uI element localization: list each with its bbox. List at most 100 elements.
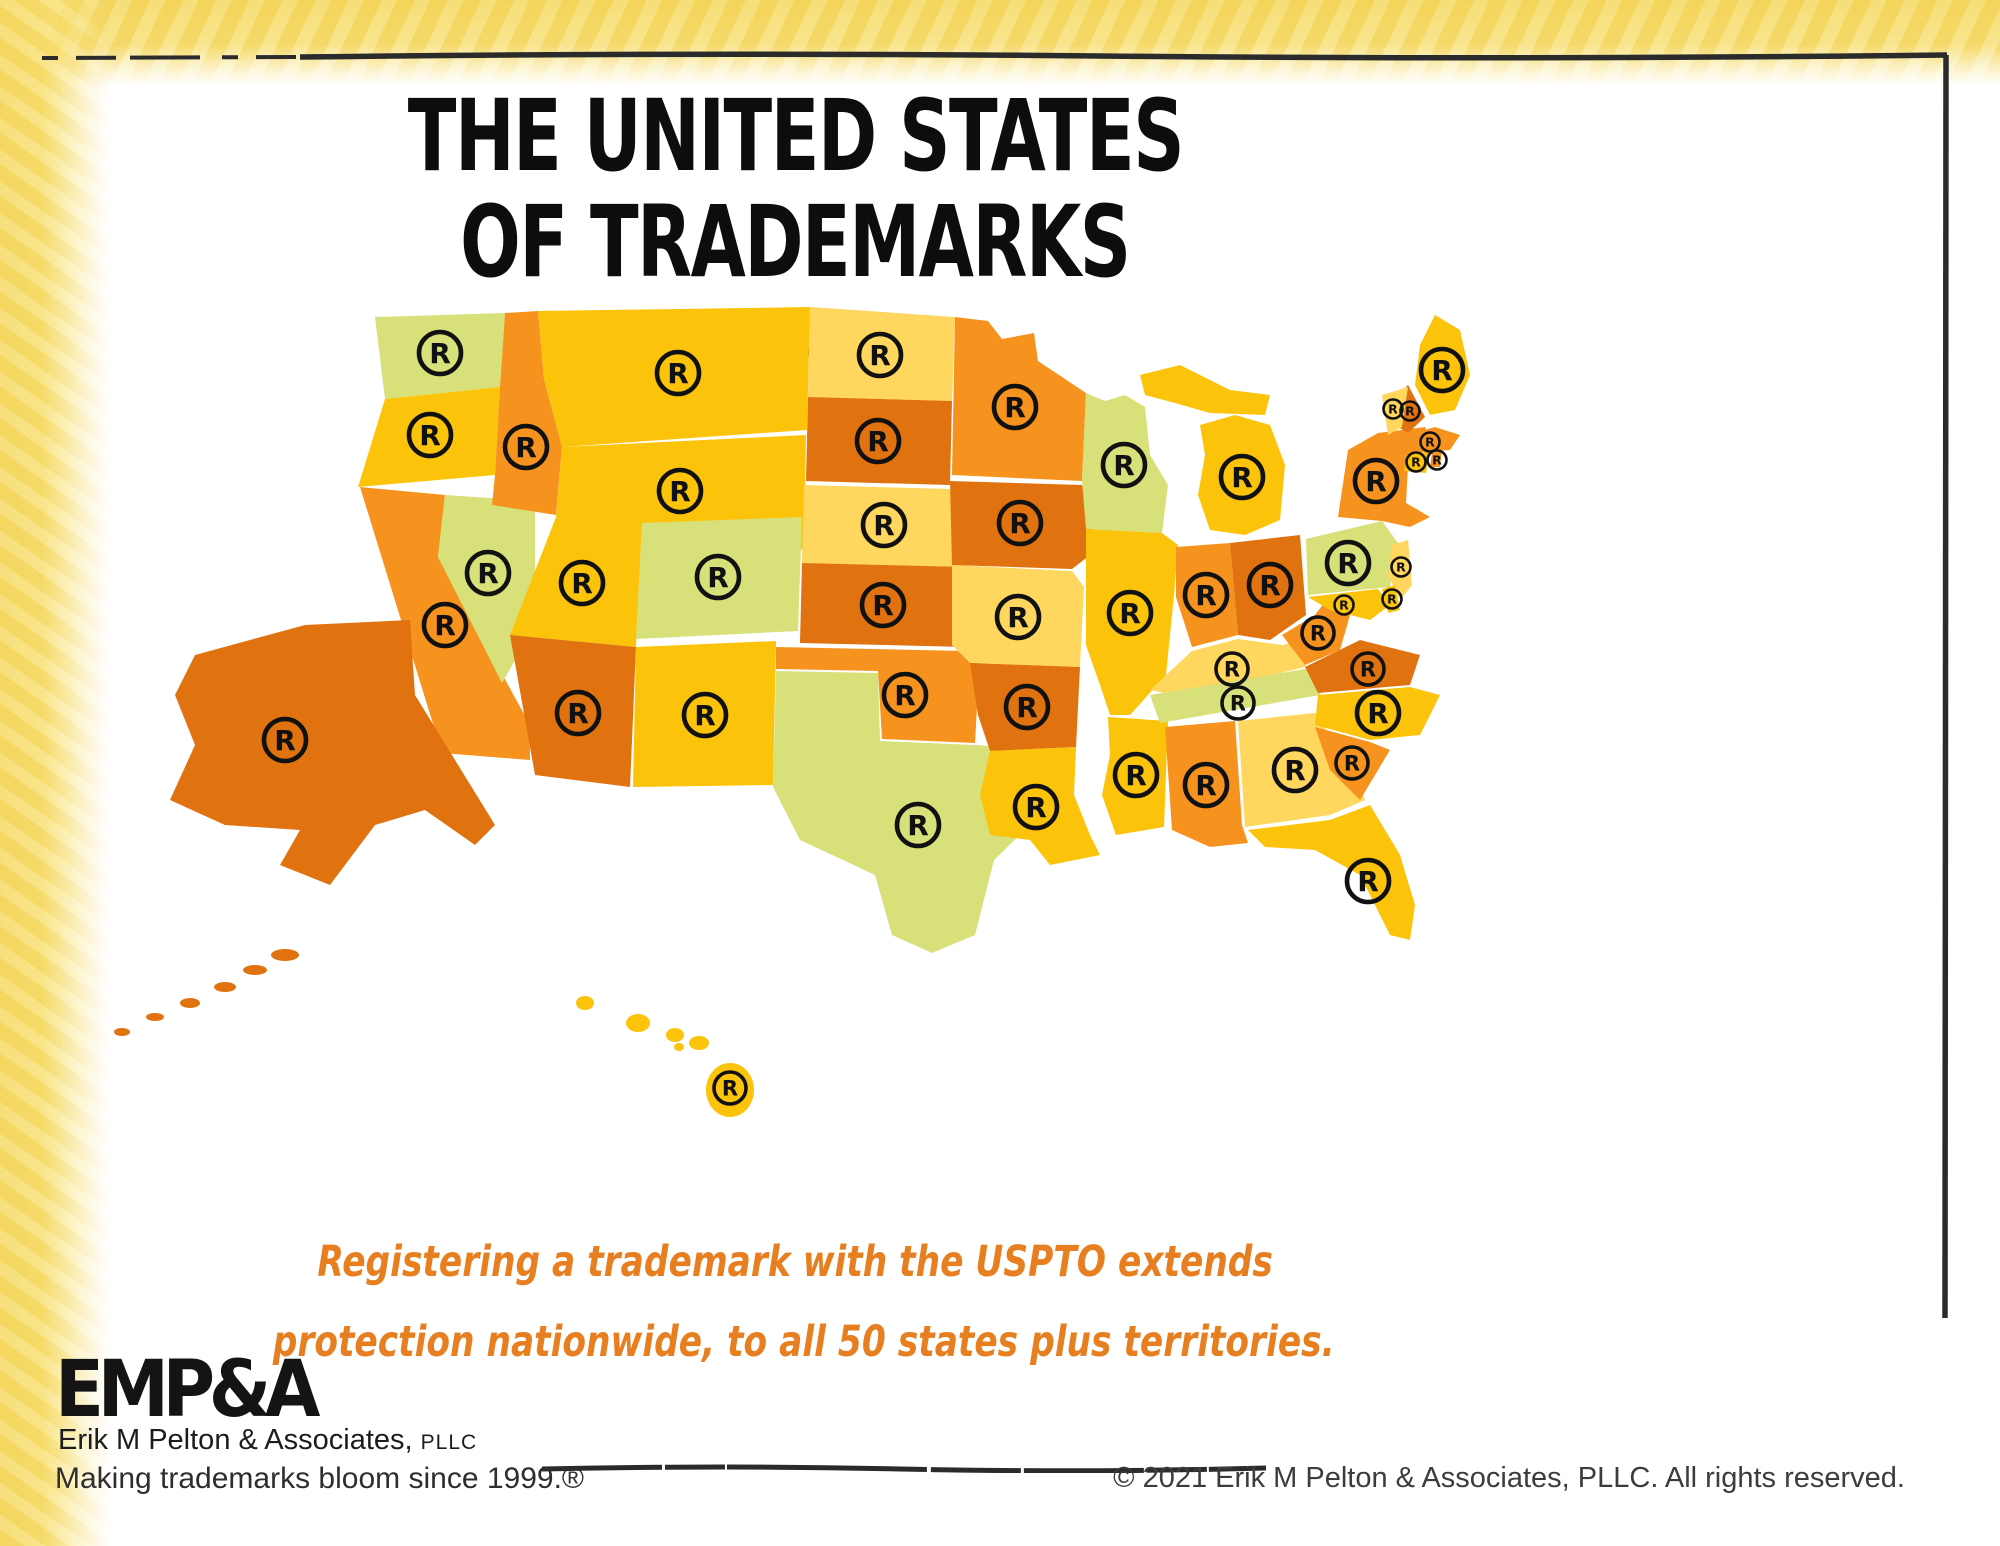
registered-trademark-icon-WV: R — [1300, 615, 1336, 651]
registered-trademark-icon-CT: R — [1405, 451, 1427, 473]
svg-text:R: R — [667, 357, 689, 390]
svg-text:R: R — [1337, 547, 1359, 580]
svg-text:R: R — [1125, 759, 1147, 792]
state-ND — [808, 307, 955, 401]
state-MN — [952, 317, 1086, 481]
registered-trademark-icon-OR: R — [406, 411, 454, 459]
svg-text:R: R — [1310, 621, 1326, 645]
footer-divider-line — [541, 1464, 1267, 1473]
registered-trademark-icon-RI: R — [1426, 449, 1448, 471]
state-OK — [776, 647, 980, 743]
registered-trademark-icon-IA: R — [996, 499, 1044, 547]
state-KY — [1150, 637, 1316, 695]
svg-text:R: R — [1425, 434, 1435, 449]
registered-trademark-icon-NE: R — [860, 501, 908, 549]
tagline: Registering a trademark with the USPTO e… — [140, 1222, 1450, 1382]
registered-trademark-icon-CA: R — [421, 601, 469, 649]
svg-text:R: R — [669, 475, 691, 508]
svg-text:R: R — [1025, 791, 1047, 824]
registered-trademark-icon-NV: R — [464, 549, 512, 597]
state-VA — [1305, 640, 1420, 693]
firm-logo: EMP&A — [55, 1345, 320, 1435]
crayon-wash-top — [0, 0, 2000, 86]
svg-text:R: R — [872, 589, 894, 622]
tagline-line2: protection nationwide, to all 50 states … — [272, 1317, 1335, 1367]
state-HI-island — [576, 996, 594, 1010]
state-PA — [1306, 521, 1398, 595]
state-AK — [170, 620, 495, 885]
state-AZ — [510, 635, 636, 787]
registered-trademark-icon-TX: R — [894, 801, 942, 849]
svg-text:R: R — [567, 697, 589, 730]
svg-text:R: R — [1405, 403, 1415, 418]
registered-trademark-icon-MI: R — [1218, 453, 1266, 501]
registered-trademark-icon-NC: R — [1354, 689, 1402, 737]
svg-text:R: R — [1344, 751, 1360, 775]
state-NC — [1315, 687, 1440, 740]
registered-trademark-icon-SD: R — [854, 417, 902, 465]
registered-trademark-icon-TN: R — [1220, 685, 1256, 721]
registered-trademark-icon-DE: R — [1381, 588, 1403, 610]
state-IA — [950, 481, 1096, 569]
state-OR — [358, 387, 500, 487]
registered-trademark-icon-KY: R — [1214, 651, 1250, 687]
registered-trademark-icon-MO: R — [994, 593, 1042, 641]
registered-trademark-icon-WA: R — [416, 329, 464, 377]
state-AL — [1165, 721, 1248, 847]
svg-text:R: R — [1230, 691, 1246, 715]
page-title-line2: OF TRADEMARKS — [460, 185, 1131, 300]
us-map-svg: R R R R R R R R R R R R R R R R R R R R R R R R R R R R R R R R R R R R R R R R… — [114, 307, 1470, 1117]
state-LA — [980, 747, 1100, 865]
firm-name: Erik M Pelton & Associates, PLLC — [58, 1424, 477, 1457]
svg-text:R: R — [869, 339, 891, 372]
state-MD — [1308, 589, 1390, 620]
svg-text:R: R — [477, 557, 499, 590]
svg-text:R: R — [907, 809, 929, 842]
state-AK-island — [214, 982, 236, 992]
svg-text:R: R — [1224, 657, 1240, 681]
registered-trademark-icon-CO: R — [694, 553, 742, 601]
state-MI — [1140, 365, 1270, 415]
registered-trademark-icon-GA: R — [1271, 746, 1319, 794]
state-IN — [1176, 543, 1238, 647]
svg-text:R: R — [1357, 865, 1379, 898]
registered-trademark-icon-ME: R — [1418, 346, 1466, 394]
registered-trademark-icon-WY: R — [656, 467, 704, 515]
registered-trademark-icon-LA: R — [1012, 783, 1060, 831]
registered-trademark-icon-MN: R — [991, 383, 1039, 431]
svg-text:R: R — [571, 567, 593, 600]
state-WV — [1282, 595, 1350, 665]
state-ID — [492, 311, 562, 515]
svg-text:R: R — [515, 431, 537, 464]
state-WI — [1082, 393, 1168, 533]
svg-text:R: R — [1007, 601, 1029, 634]
registered-trademark-icon-MT: R — [654, 349, 702, 397]
svg-text:R: R — [1339, 597, 1349, 612]
state-IL — [1086, 529, 1178, 715]
svg-text:R: R — [722, 1076, 738, 1100]
registered-trademark-icon-OK: R — [881, 671, 929, 719]
svg-text:R: R — [894, 679, 916, 712]
state-HI-island — [626, 1014, 650, 1032]
state-MS — [1102, 717, 1168, 835]
registered-trademark-icon-NY: R — [1352, 457, 1400, 505]
registered-trademark-icon-IL: R — [1106, 589, 1154, 637]
state-WA — [375, 313, 505, 399]
svg-text:R: R — [1231, 461, 1253, 494]
us-trademark-map: R R R R R R R R R R R R R R R R R R R R R R R R R R R R R R R R R R R R R R R R… — [80, 295, 1470, 1175]
svg-text:R: R — [429, 337, 451, 370]
firm-name-suffix: PLLC — [420, 1431, 478, 1454]
crayon-wash-left — [0, 0, 110, 1546]
svg-text:R: R — [1119, 597, 1141, 630]
firm-slogan: Making trademarks bloom since 1999.® — [55, 1462, 585, 1495]
svg-text:R: R — [1396, 559, 1406, 574]
registered-trademark-icon-KS: R — [859, 581, 907, 629]
page-title-line1: THE UNITED STATES — [407, 79, 1184, 194]
page-title: THE UNITED STATES OF TRADEMARKS — [140, 84, 1450, 296]
registered-trademark-icon-MA: R — [1419, 431, 1441, 453]
svg-text:R: R — [1113, 449, 1135, 482]
svg-text:R: R — [694, 699, 716, 732]
state-SC — [1315, 727, 1390, 800]
state-HI-island — [674, 1043, 684, 1051]
